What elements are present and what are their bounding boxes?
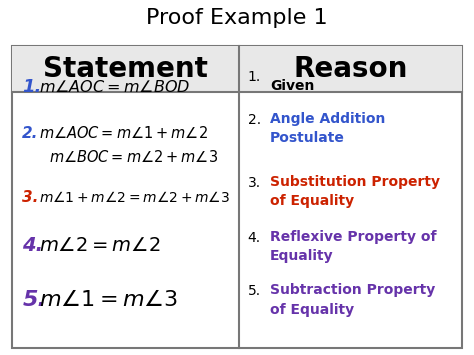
Text: $m\angle AOC = m\angle 1+m\angle 2$: $m\angle AOC = m\angle 1+m\angle 2$ (39, 125, 208, 141)
Text: Reason: Reason (293, 55, 408, 83)
Text: Reflexive Property of
Equality: Reflexive Property of Equality (270, 230, 437, 263)
Text: Subtraction Property
of Equality: Subtraction Property of Equality (270, 283, 435, 317)
Text: Substitution Property
of Equality: Substitution Property of Equality (270, 175, 440, 208)
Text: $m\angle AOC = m\angle BOD$: $m\angle AOC = m\angle BOD$ (39, 79, 191, 95)
Text: 2.: 2. (248, 113, 261, 127)
Bar (12, 46, 462, 348)
Text: 3.: 3. (22, 190, 39, 205)
Text: 1.: 1. (248, 70, 261, 84)
Text: 5.: 5. (22, 290, 46, 310)
Text: Proof Example 1: Proof Example 1 (146, 9, 328, 28)
Text: 2.: 2. (22, 126, 39, 141)
Text: Angle Addition
Postulate: Angle Addition Postulate (270, 112, 385, 145)
Text: 4.: 4. (248, 231, 261, 245)
Text: 5.: 5. (248, 284, 261, 298)
Text: 4.: 4. (22, 236, 43, 255)
Text: Statement: Statement (43, 55, 208, 83)
Text: $m\angle 1 = m\angle 3$: $m\angle 1 = m\angle 3$ (39, 289, 178, 311)
Text: Given: Given (270, 79, 314, 93)
Text: $m\angle BOC = m\angle 2+m\angle 3$: $m\angle BOC = m\angle 2+m\angle 3$ (49, 149, 218, 165)
Text: $m\angle 2 = m\angle 2$: $m\angle 2 = m\angle 2$ (39, 236, 161, 255)
Text: 1.: 1. (22, 78, 42, 96)
Text: 3.: 3. (248, 176, 261, 190)
Text: $m\angle 1+m\angle 2 = m\angle 2+m\angle 3$: $m\angle 1+m\angle 2 = m\angle 2+m\angle… (39, 190, 230, 205)
Bar (12, 46, 462, 92)
